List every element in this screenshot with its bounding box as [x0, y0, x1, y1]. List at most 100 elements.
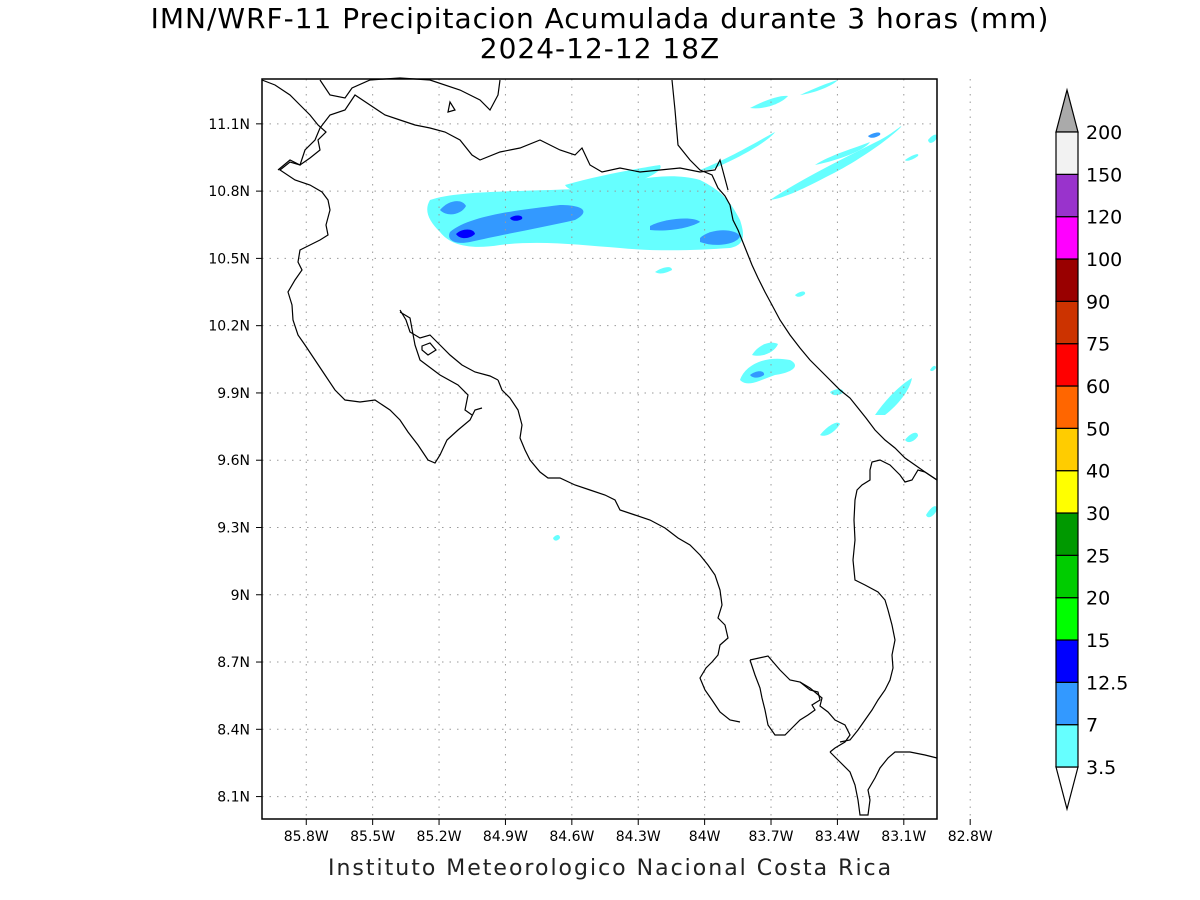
precip-cell-coast-4 [830, 389, 844, 396]
lat-tick-label: 10.5N [208, 251, 250, 267]
map-frame [261, 78, 938, 820]
precip-core-dark-2 [510, 215, 523, 221]
lat-tick-label: 11.1N [208, 117, 250, 133]
colorbar-label: 100 [1086, 249, 1122, 271]
nicaragua-border [277, 94, 729, 191]
colorbar-label: 200 [1086, 122, 1122, 144]
precipitation-field [427, 80, 938, 541]
lat-tick-label: 10.2N [208, 319, 250, 335]
nicoya-gulf [399, 309, 499, 381]
colorbar-label: 15 [1086, 630, 1110, 652]
golfo-dulce [799, 681, 851, 753]
lat-tick-label: 8.4N [217, 722, 250, 738]
footer-credit: Instituto Meteorologico Nacional Costa R… [328, 856, 894, 881]
panama-south-coast [829, 751, 938, 816]
colorbar-label: 30 [1086, 503, 1110, 525]
precip-streak-ne-cell [868, 132, 881, 138]
colorbar-segment [1055, 470, 1079, 514]
precip-cell-coast-8 [655, 267, 672, 274]
costa-rica-pacific-coast [497, 379, 741, 723]
colorbar-label: 25 [1086, 545, 1110, 567]
colorbar-segment [1055, 343, 1079, 387]
colorbar-label: 20 [1086, 588, 1110, 610]
colorbar-min-arrow [1055, 766, 1079, 812]
precip-streak-ne-7 [928, 134, 938, 143]
colorbar-segment [1055, 512, 1079, 556]
lon-tick-label: 85.2W [417, 829, 462, 845]
precip-cell-coast-1c [750, 371, 765, 378]
lat-tick-label: 10.8N [208, 184, 250, 200]
lake-nicaragua-outline [447, 100, 456, 113]
lon-tick-label: 82.8W [948, 829, 993, 845]
precip-cell-coast-1 [740, 358, 795, 384]
map-datetime: 2024-12-12 18Z [479, 32, 721, 65]
precip-core-dark-1 [456, 229, 475, 239]
colorbar-segment [1055, 554, 1079, 599]
precip-cell-coast-5 [905, 432, 918, 443]
precip-cell-coast-9 [553, 535, 560, 541]
colorbar-label: 75 [1086, 334, 1110, 356]
colorbar-max-arrow [1055, 87, 1079, 133]
colorbar-label: 3.5 [1086, 757, 1116, 779]
map-grid [262, 79, 971, 819]
lon-tick-label: 84.9W [483, 829, 528, 845]
precip-cell-blue-4 [650, 218, 700, 231]
lon-tick-label: 84.3W [616, 829, 661, 845]
precip-cell-blue-2 [440, 201, 466, 215]
precip-cell-coast-3 [820, 422, 840, 436]
lat-tick-label: 9.9N [217, 386, 250, 402]
map-title: IMN/WRF-11 Precipitacion Acumulada duran… [150, 2, 1050, 35]
colorbar-segment [1055, 681, 1079, 726]
colorbar-segment [1055, 639, 1079, 683]
colorbar-segment [1055, 385, 1079, 429]
precip-streak-ne-3 [750, 95, 788, 109]
colorbar-label: 7 [1086, 715, 1098, 737]
colorbar-segment [1055, 427, 1079, 472]
nicoya-island [421, 342, 437, 356]
colorbar-label: 50 [1086, 418, 1110, 440]
precip-streak-ne-2 [700, 132, 775, 170]
lat-tick-label: 9.3N [217, 520, 250, 536]
lon-tick-label: 85.8W [284, 829, 329, 845]
lat-tick-label: 9N [231, 588, 250, 604]
osa-peninsula [749, 655, 821, 736]
nicaragua-coast-west [261, 79, 483, 464]
precip-streak-ne-4 [800, 80, 838, 95]
colorbar: 3.5 7 12.5 15 20 25 30 40 50 60 75 90 100 120 150 200 [1055, 87, 1128, 812]
latitude-axis: 8.1N 8.4N 8.7N 9N 9.3N 9.6N 9.9N 10.2N 10.5N 10.8… [208, 117, 262, 806]
lon-tick-label: 84.6W [549, 829, 594, 845]
colorbar-segment [1055, 300, 1079, 345]
colorbar-label: 60 [1086, 376, 1110, 398]
colorbar-segment [1055, 173, 1079, 218]
colorbar-segment [1055, 724, 1079, 768]
lat-tick-label: 8.7N [217, 655, 250, 671]
colorbar-segment [1055, 131, 1079, 175]
colorbar-segment [1055, 216, 1079, 260]
nicoya-inner [399, 311, 473, 416]
lat-tick-label: 8.1N [217, 790, 250, 806]
precip-cell-coast-2 [875, 378, 912, 415]
precip-streak-ne-6 [905, 154, 919, 161]
precip-cell-coast-10 [930, 365, 936, 372]
colorbar-label: 150 [1086, 164, 1122, 186]
precip-streak-ne-1 [770, 126, 902, 200]
panama-border [839, 459, 938, 743]
lon-tick-label: 83.4W [815, 829, 860, 845]
longitude-axis: 85.8W 85.5W 85.2W 84.9W 84.6W 84.3W 84W 83.7W 83… [284, 819, 993, 845]
precip-cell-blue-3 [700, 230, 740, 245]
lon-tick-label: 84W [689, 829, 721, 845]
colorbar-label: 120 [1086, 207, 1122, 229]
precip-cell-coast-1b [752, 342, 778, 356]
precip-cell-blue-1 [449, 205, 584, 243]
colorbar-label: 40 [1086, 461, 1110, 483]
lon-tick-label: 83.1W [881, 829, 926, 845]
nicaragua-lake-shore [319, 77, 501, 111]
colorbar-segment [1055, 597, 1079, 641]
precip-streak-ne-5 [815, 142, 870, 165]
colorbar-segment [1055, 258, 1079, 302]
lon-tick-label: 83.7W [749, 829, 794, 845]
coastline-borders [261, 77, 938, 816]
lat-tick-label: 9.6N [217, 453, 250, 469]
precip-cell-coast-7 [795, 291, 806, 297]
